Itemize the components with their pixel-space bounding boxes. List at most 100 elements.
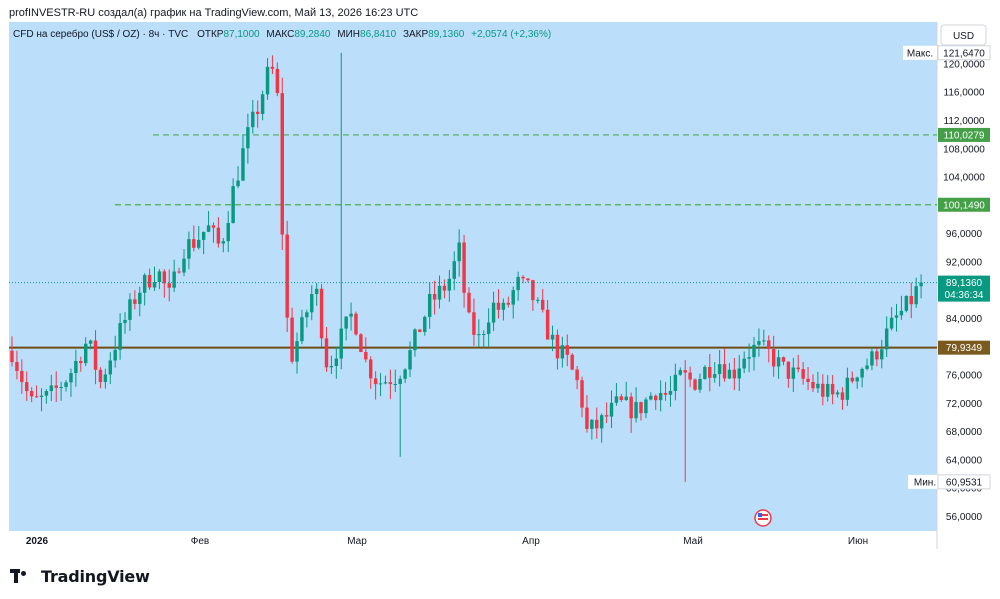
candle-body[interactable] (74, 360, 78, 374)
candle-body[interactable] (703, 366, 707, 379)
candle-body[interactable] (604, 415, 609, 417)
candle-body[interactable] (717, 364, 722, 375)
candle-body[interactable] (305, 312, 309, 318)
candle-body[interactable] (654, 395, 658, 401)
candle-body[interactable] (329, 365, 334, 368)
tradingview-logo[interactable]: TradingView (10, 565, 150, 587)
candle-body[interactable] (565, 345, 569, 355)
candle-body[interactable] (147, 274, 152, 288)
candle-body[interactable] (98, 369, 103, 383)
candle-body[interactable] (914, 286, 918, 305)
currency-button[interactable]: USD (940, 24, 987, 46)
candle-body[interactable] (762, 340, 766, 342)
candle-body[interactable] (482, 333, 486, 335)
candle-body[interactable] (614, 396, 619, 403)
candle-body[interactable] (801, 369, 805, 379)
candle-body[interactable] (354, 313, 358, 335)
candle-body[interactable] (747, 357, 751, 359)
candle-body[interactable] (840, 392, 845, 400)
candle-body[interactable] (649, 395, 653, 400)
candle-body[interactable] (722, 364, 727, 379)
candle-body[interactable] (334, 358, 339, 366)
candle-body[interactable] (79, 360, 83, 364)
candle-body[interactable] (275, 68, 280, 94)
candle-body[interactable] (771, 349, 776, 367)
candle-body[interactable] (875, 351, 879, 360)
candle-body[interactable] (408, 350, 412, 370)
candle-body[interactable] (427, 294, 432, 317)
candle-body[interactable] (585, 407, 589, 429)
candle-body[interactable] (83, 343, 88, 364)
candle-body[interactable] (673, 374, 678, 391)
candle-body[interactable] (64, 382, 68, 387)
candle-body[interactable] (624, 396, 628, 401)
candle-body[interactable] (300, 317, 304, 342)
candle-body[interactable] (344, 316, 348, 329)
candle-body[interactable] (324, 338, 329, 368)
candle-body[interactable] (290, 317, 294, 362)
candle-body[interactable] (452, 261, 456, 279)
candle-body[interactable] (15, 362, 19, 372)
candle-body[interactable] (491, 302, 496, 323)
candle-body[interactable] (339, 328, 343, 359)
candle-body[interactable] (850, 377, 855, 382)
candle-body[interactable] (727, 369, 732, 379)
candle-body[interactable] (369, 359, 373, 379)
candle-body[interactable] (536, 299, 540, 301)
candle-body[interactable] (88, 340, 93, 344)
candle-body[interactable] (698, 378, 702, 390)
candle-body[interactable] (752, 344, 756, 358)
candle-body[interactable] (693, 379, 697, 390)
candle-body[interactable] (310, 294, 314, 313)
candle-body[interactable] (880, 349, 884, 360)
candle-body[interactable] (688, 372, 692, 380)
candle-body[interactable] (133, 299, 137, 304)
candle-body[interactable] (506, 302, 511, 305)
candle-body[interactable] (663, 392, 668, 395)
candle-body[interactable] (826, 383, 830, 397)
candle-body[interactable] (639, 402, 643, 414)
candle-body[interactable] (437, 285, 442, 300)
candle-body[interactable] (796, 367, 800, 370)
candle-body[interactable] (201, 231, 206, 240)
candle-body[interactable] (590, 419, 594, 429)
candle-body[interactable] (742, 358, 746, 369)
candle-body[interactable] (658, 392, 663, 401)
candle-body[interactable] (231, 186, 235, 224)
candle-body[interactable] (472, 312, 476, 335)
candle-body[interactable] (246, 127, 250, 149)
candle-body[interactable] (260, 94, 265, 114)
candle-body[interactable] (157, 271, 162, 282)
candle-body[interactable] (270, 66, 275, 69)
candle-body[interactable] (280, 93, 284, 235)
candle-body[interactable] (192, 239, 196, 248)
candle-body[interactable] (904, 295, 909, 311)
candle-body[interactable] (540, 299, 545, 310)
candle-body[interactable] (128, 299, 132, 320)
candle-body[interactable] (855, 377, 859, 382)
candle-body[interactable] (845, 377, 850, 400)
candle-body[interactable] (644, 399, 648, 414)
candle-body[interactable] (221, 241, 226, 244)
candle-body[interactable] (865, 365, 869, 369)
candle-body[interactable] (314, 288, 319, 295)
candle-body[interactable] (555, 334, 560, 359)
candle-body[interactable] (285, 234, 289, 318)
candle-body[interactable] (152, 281, 157, 288)
candle-body[interactable] (545, 309, 550, 340)
candle-body[interactable] (113, 349, 117, 361)
candle-body[interactable] (521, 276, 525, 279)
candle-body[interactable] (909, 295, 913, 305)
candle-body[interactable] (609, 402, 614, 417)
candle-body[interactable] (595, 419, 599, 429)
candle-body[interactable] (619, 396, 624, 401)
candle-body[interactable] (776, 357, 781, 367)
candle-body[interactable] (811, 382, 815, 389)
candle-body[interactable] (34, 396, 39, 398)
candle-body[interactable] (418, 329, 422, 332)
candle-body[interactable] (894, 315, 899, 318)
candle-body[interactable] (599, 415, 604, 429)
candle-body[interactable] (359, 334, 363, 353)
candle-body[interactable] (816, 383, 820, 389)
candle-body[interactable] (373, 378, 378, 385)
